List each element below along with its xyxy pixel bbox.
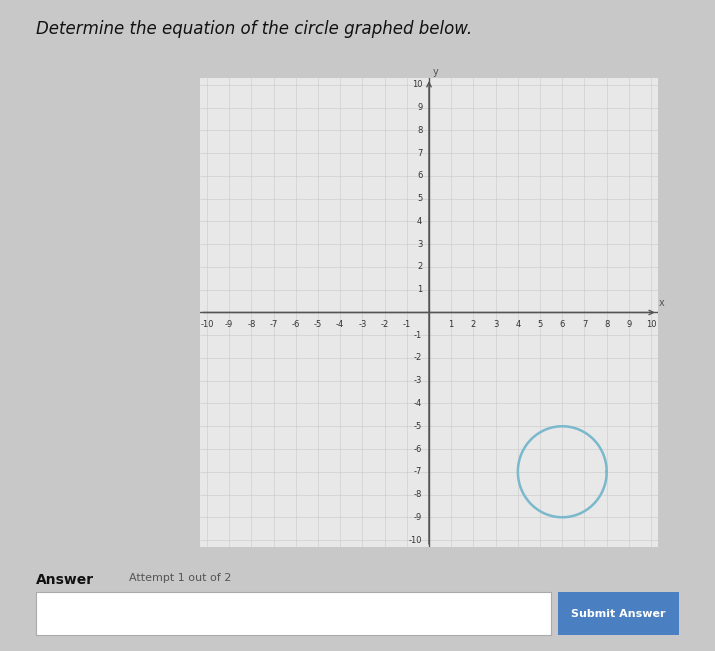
Text: -5: -5 bbox=[414, 422, 423, 431]
Text: 9: 9 bbox=[417, 104, 423, 112]
Text: -8: -8 bbox=[414, 490, 423, 499]
Text: -6: -6 bbox=[292, 320, 300, 329]
Text: 7: 7 bbox=[582, 320, 587, 329]
Text: -7: -7 bbox=[270, 320, 277, 329]
Text: -1: -1 bbox=[414, 331, 423, 340]
Text: -4: -4 bbox=[414, 399, 423, 408]
Text: 9: 9 bbox=[626, 320, 631, 329]
Text: 5: 5 bbox=[417, 194, 423, 203]
Text: 6: 6 bbox=[560, 320, 565, 329]
Text: -1: -1 bbox=[403, 320, 411, 329]
Text: 8: 8 bbox=[417, 126, 423, 135]
Text: Answer: Answer bbox=[36, 573, 94, 587]
Text: 6: 6 bbox=[417, 171, 423, 180]
Text: -4: -4 bbox=[336, 320, 344, 329]
Text: 4: 4 bbox=[417, 217, 423, 226]
Text: 1: 1 bbox=[417, 285, 423, 294]
Text: 10: 10 bbox=[646, 320, 656, 329]
Text: y: y bbox=[433, 67, 438, 77]
Text: -5: -5 bbox=[314, 320, 322, 329]
Text: -3: -3 bbox=[414, 376, 423, 385]
Text: 8: 8 bbox=[604, 320, 609, 329]
Text: -7: -7 bbox=[414, 467, 423, 477]
Text: x: x bbox=[659, 298, 665, 309]
Text: 10: 10 bbox=[412, 81, 423, 89]
Text: -6: -6 bbox=[414, 445, 423, 454]
Text: 4: 4 bbox=[516, 320, 521, 329]
Text: 3: 3 bbox=[417, 240, 423, 249]
Text: -2: -2 bbox=[380, 320, 389, 329]
Text: -2: -2 bbox=[414, 353, 423, 363]
Text: Attempt 1 out of 2: Attempt 1 out of 2 bbox=[129, 573, 231, 583]
Text: 2: 2 bbox=[417, 262, 423, 271]
Text: 1: 1 bbox=[448, 320, 454, 329]
Text: Submit Answer: Submit Answer bbox=[571, 609, 666, 618]
Text: -10: -10 bbox=[200, 320, 214, 329]
Text: -9: -9 bbox=[225, 320, 233, 329]
Text: Determine the equation of the circle graphed below.: Determine the equation of the circle gra… bbox=[36, 20, 472, 38]
Text: -9: -9 bbox=[414, 513, 423, 521]
Text: 2: 2 bbox=[470, 320, 476, 329]
Text: 3: 3 bbox=[493, 320, 498, 329]
Text: 5: 5 bbox=[538, 320, 543, 329]
Text: 7: 7 bbox=[417, 148, 423, 158]
Text: -10: -10 bbox=[409, 536, 423, 544]
Text: -8: -8 bbox=[247, 320, 255, 329]
Text: -3: -3 bbox=[358, 320, 367, 329]
